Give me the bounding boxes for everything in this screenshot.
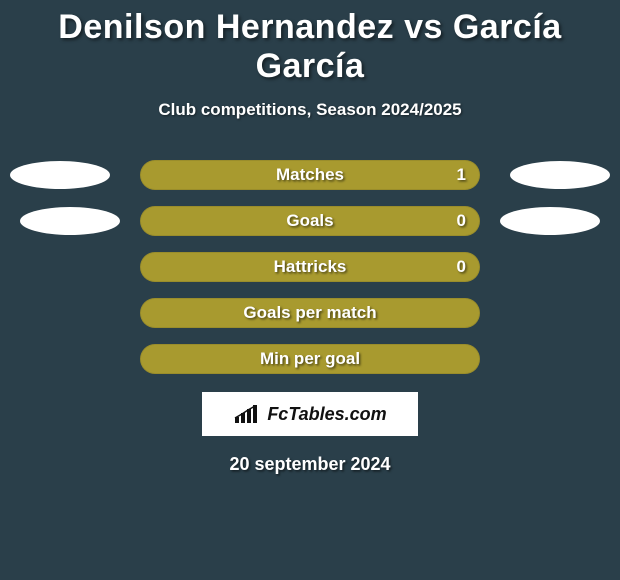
stat-value: 1 <box>457 160 466 190</box>
left-ellipse <box>10 161 110 189</box>
stat-row-hattricks: Hattricks 0 <box>0 252 620 282</box>
stat-row-goals-per-match: Goals per match <box>0 298 620 328</box>
stat-bar: Min per goal <box>140 344 480 374</box>
stat-label: Goals <box>140 206 480 236</box>
bars-icon <box>233 403 263 425</box>
page-subtitle: Club competitions, Season 2024/2025 <box>0 100 620 120</box>
stat-bar: Goals per match <box>140 298 480 328</box>
date-text: 20 september 2024 <box>0 454 620 475</box>
brand-box: FcTables.com <box>202 392 418 436</box>
stat-row-goals: Goals 0 <box>0 206 620 236</box>
right-ellipse <box>510 161 610 189</box>
stat-label: Min per goal <box>140 344 480 374</box>
stat-row-min-per-goal: Min per goal <box>0 344 620 374</box>
stats-container: Matches 1 Goals 0 Hattricks 0 Goals per … <box>0 160 620 374</box>
brand-text: FcTables.com <box>267 404 386 425</box>
stat-label: Goals per match <box>140 298 480 328</box>
page-title: Denilson Hernandez vs García García <box>0 0 620 86</box>
right-ellipse <box>500 207 600 235</box>
left-ellipse <box>20 207 120 235</box>
stat-bar: Matches 1 <box>140 160 480 190</box>
stat-label: Hattricks <box>140 252 480 282</box>
stat-bar: Goals 0 <box>140 206 480 236</box>
stat-bar: Hattricks 0 <box>140 252 480 282</box>
stat-row-matches: Matches 1 <box>0 160 620 190</box>
stat-value: 0 <box>457 206 466 236</box>
stat-value: 0 <box>457 252 466 282</box>
stat-label: Matches <box>140 160 480 190</box>
